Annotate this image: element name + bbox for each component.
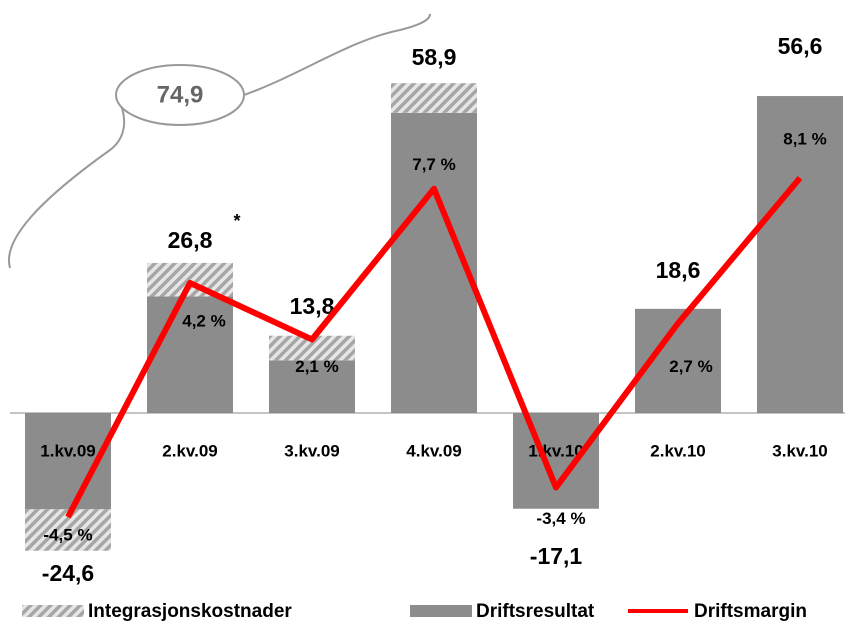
x-tick-label: 1.kv.09 bbox=[40, 441, 95, 460]
x-tick-label: 3.kv.10 bbox=[772, 441, 827, 460]
legend-label: Driftsresultat bbox=[476, 601, 595, 622]
margin-label: 4,2 % bbox=[182, 311, 225, 330]
x-tick-label: 2.kv.09 bbox=[162, 441, 217, 460]
legend-label: Integrasjonskostnader bbox=[88, 601, 292, 622]
total-label: 58,9 bbox=[412, 44, 457, 70]
bar bbox=[391, 83, 477, 113]
total-label: 56,6 bbox=[778, 33, 823, 59]
bar bbox=[147, 296, 233, 413]
total-label: 26,8 bbox=[168, 227, 213, 253]
total-label: -24,6 bbox=[42, 560, 94, 586]
annotation-ellipse bbox=[115, 64, 245, 126]
legend-swatch bbox=[22, 605, 84, 617]
total-label: 18,6 bbox=[656, 257, 701, 283]
bar bbox=[513, 413, 599, 509]
bracket bbox=[7, 99, 126, 269]
legend-label: Driftsmargin bbox=[694, 601, 807, 622]
x-tick-label: 2.kv.10 bbox=[650, 441, 705, 460]
total-label: 13,8 bbox=[290, 293, 335, 319]
total-label: -17,1 bbox=[530, 543, 583, 569]
bar bbox=[147, 262, 233, 297]
margin-label: 8,1 % bbox=[783, 129, 826, 148]
x-tick-label: 4.kv.09 bbox=[406, 441, 461, 460]
margin-line bbox=[65, 176, 803, 519]
margin-label: 7,7 % bbox=[412, 155, 455, 174]
margin-label: -4,5 % bbox=[43, 526, 92, 545]
margin-label: -3,4 % bbox=[536, 509, 585, 528]
margin-label: 2,7 % bbox=[669, 357, 712, 376]
margin-label: 2,1 % bbox=[295, 357, 338, 376]
bracket bbox=[243, 13, 431, 96]
bar bbox=[269, 360, 355, 413]
legend-swatch bbox=[410, 605, 472, 617]
annotation: 74,9 bbox=[157, 81, 204, 108]
bar bbox=[757, 96, 843, 413]
x-tick-label: 3.kv.09 bbox=[284, 441, 339, 460]
annotation: * bbox=[233, 211, 240, 231]
